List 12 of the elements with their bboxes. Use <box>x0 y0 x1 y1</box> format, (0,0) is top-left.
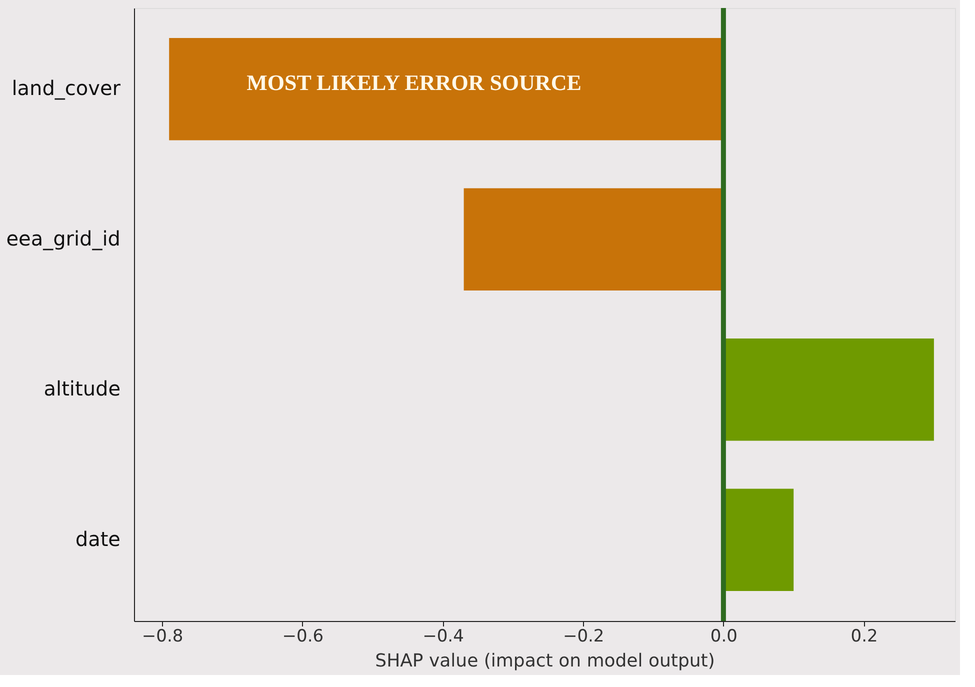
y-tick-label: eea_grid_id <box>6 226 120 250</box>
x-tick-label: −0.8 <box>142 626 184 646</box>
annotation: MOST LIKELY ERROR SOURCE <box>246 70 582 95</box>
x-tick-label: 0.0 <box>710 626 738 646</box>
x-tick-label: −0.6 <box>282 626 324 646</box>
x-tick-label: −0.4 <box>422 626 464 646</box>
y-tick-label: land_cover <box>12 76 122 100</box>
y-tick-label: date <box>75 526 120 551</box>
y-tick-label: altitude <box>44 376 120 401</box>
x-axis-title: SHAP value (impact on model output) <box>375 650 715 672</box>
x-tick-label: −0.2 <box>562 626 604 646</box>
x-tick-label: 0.2 <box>850 626 878 646</box>
